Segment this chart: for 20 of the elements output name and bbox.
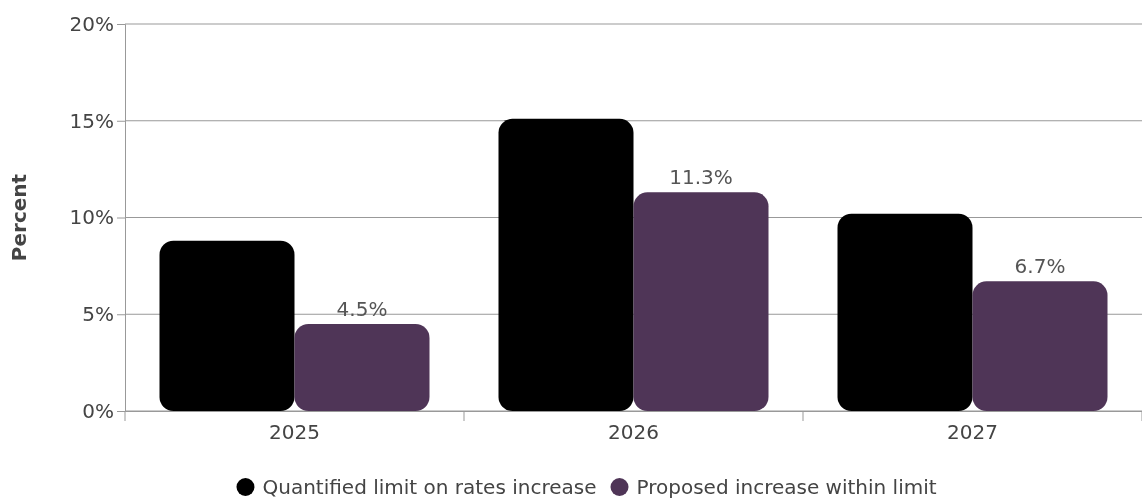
y-tick-label: 0% — [82, 398, 114, 423]
legend-label: Quantified limit on rates increase — [262, 475, 597, 499]
data-label: 6.7% — [1014, 254, 1066, 279]
x-tick-label: 2025 — [269, 420, 320, 445]
bar — [294, 323, 430, 411]
bar — [633, 192, 769, 411]
x-tick-label: 2027 — [947, 420, 998, 445]
y-tick-label: 20% — [69, 11, 114, 36]
data-label: 4.5% — [336, 296, 388, 321]
y-axis-title: Percent — [7, 173, 31, 262]
y-tick-label: 10% — [69, 205, 114, 230]
y-tick-label: 15% — [69, 108, 114, 133]
legend-label: Proposed increase within limit — [636, 475, 937, 499]
bar — [159, 240, 295, 411]
y-tick-label: 5% — [82, 302, 114, 327]
bar — [498, 118, 634, 411]
x-tick-label: 2026 — [608, 420, 659, 445]
data-label: 11.3% — [669, 165, 733, 190]
bar — [837, 213, 973, 411]
bar — [972, 281, 1108, 411]
